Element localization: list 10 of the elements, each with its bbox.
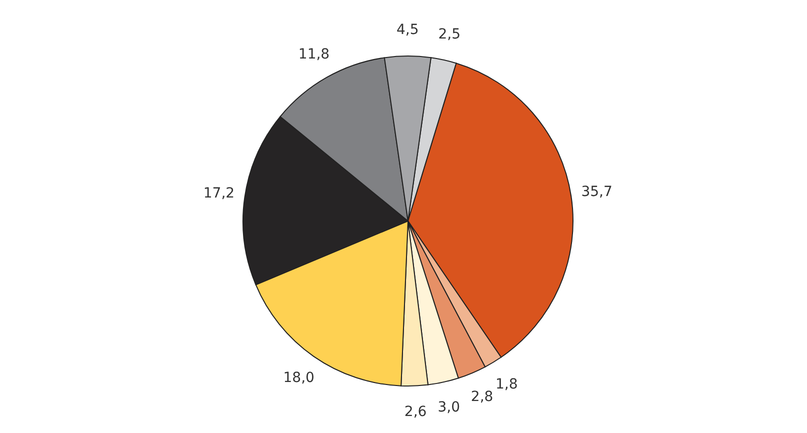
data-label: 1,8 [496,376,518,393]
data-label: 2,8 [470,389,494,406]
data-label: 35,7 [581,184,612,200]
data-label: 4,5 [396,22,419,38]
data-label: 2,5 [438,26,460,43]
data-label: 18,0 [283,370,314,386]
data-label: 11,8 [298,46,330,63]
data-label: 2,6 [404,404,427,420]
data-label: 3,0 [438,400,460,416]
data-label: 17,2 [203,186,235,202]
